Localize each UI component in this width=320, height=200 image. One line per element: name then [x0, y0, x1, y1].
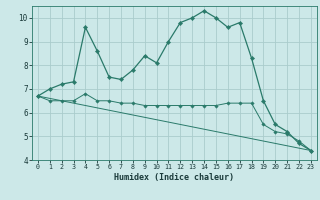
X-axis label: Humidex (Indice chaleur): Humidex (Indice chaleur) [115, 173, 234, 182]
